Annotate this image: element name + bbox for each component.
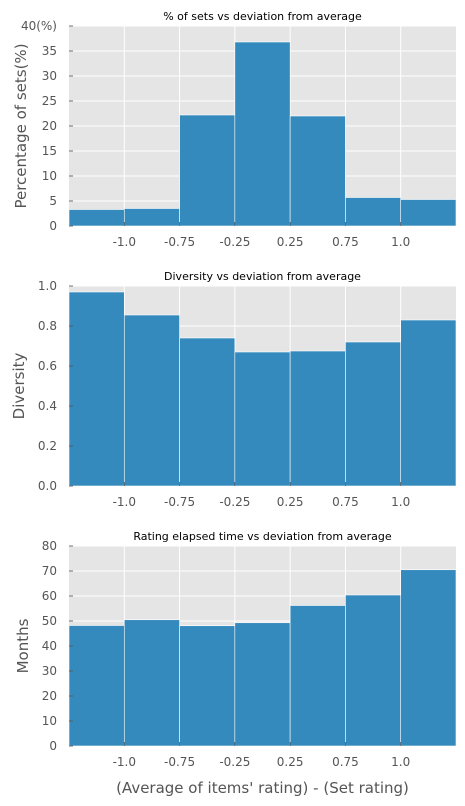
bar: [289, 350, 346, 487]
chart-panel-1: 0 5 10 15 20 25 30 35 40(%) -1.0 -0.75 -0.25 0.25 0.7…: [12, 10, 457, 249]
y-tick-label: 0: [49, 739, 57, 753]
chart-title: Diversity vs deviation from average: [164, 270, 361, 283]
x-tick-label: 0.75: [332, 235, 359, 249]
y-tick-label: 0.4: [38, 399, 57, 413]
y-tick-label: 50: [42, 614, 57, 628]
bar: [400, 199, 457, 227]
bar: [345, 341, 402, 487]
y-tick-label: 20: [42, 119, 57, 133]
y-tick-label: 30: [42, 69, 57, 83]
x-tick-label: -0.75: [164, 755, 195, 769]
y-tick-label: 0.6: [38, 359, 57, 373]
bar: [123, 208, 180, 227]
x-tick-label: 0.25: [277, 755, 304, 769]
y-tick-label: 10: [42, 169, 57, 183]
x-tick-label: -0.75: [164, 495, 195, 509]
y-tick-label: 0.2: [38, 439, 57, 453]
x-tick-label: 0.75: [332, 755, 359, 769]
y-tick-label: 40(%): [21, 19, 57, 33]
y-tick-label: 1.0: [38, 279, 57, 293]
bar: [234, 622, 291, 747]
bar: [68, 291, 125, 487]
y-tick-label: 35: [42, 44, 57, 58]
y-tick-label: 25: [42, 94, 57, 108]
bar: [345, 197, 402, 227]
bar: [400, 569, 457, 747]
y-tick-label: 70: [42, 564, 57, 578]
chart-title: % of sets vs deviation from average: [163, 10, 362, 23]
x-tick-label: 1.0: [391, 755, 410, 769]
x-tick-label: -0.25: [219, 495, 250, 509]
y-tick-label: 0: [49, 219, 57, 233]
y-tick-label: 40: [42, 639, 57, 653]
x-tick-label: -1.0: [113, 495, 136, 509]
bar: [289, 605, 346, 747]
y-tick-label: 5: [49, 194, 57, 208]
chart-panel-2: 0.0 0.2 0.4 0.6 0.8 1.0 -1.0 -0.75 -0.25 0.25 0.75…: [10, 270, 457, 509]
chart-panel-3: 0 10 20 30 40 50 60 70 80 -1.0 -0.75 -0.25 0.25 0.75 1…: [14, 530, 457, 797]
x-tick-label: -0.75: [164, 235, 195, 249]
x-tick-label: -0.25: [219, 235, 250, 249]
bar: [123, 619, 180, 747]
bar: [179, 337, 236, 487]
y-tick-label: 30: [42, 664, 57, 678]
bar: [234, 351, 291, 487]
y-tick-label: 10: [42, 714, 57, 728]
x-tick-label: 1.0: [391, 235, 410, 249]
y-tick-label: 80: [42, 539, 57, 553]
y-tick-label: 15: [42, 144, 57, 158]
bar: [179, 114, 236, 227]
bar: [289, 115, 346, 227]
x-tick-label: 0.25: [277, 495, 304, 509]
x-axis-label: (Average of items' rating) - (Set rating…: [116, 779, 409, 797]
y-tick-label: 20: [42, 689, 57, 703]
bar: [400, 319, 457, 487]
y-axis-label: Months: [14, 618, 32, 673]
y-axis-label: Diversity: [10, 353, 28, 420]
x-tick-label: 1.0: [391, 495, 410, 509]
bar: [68, 209, 125, 227]
chart-title: Rating elapsed time vs deviation from av…: [133, 530, 392, 543]
x-tick-label: -0.25: [219, 755, 250, 769]
x-tick-label: 0.25: [277, 235, 304, 249]
bar: [179, 625, 236, 747]
y-tick-label: 0.0: [38, 479, 57, 493]
bar: [123, 314, 180, 487]
bar: [234, 41, 291, 227]
x-tick-label: 0.75: [332, 495, 359, 509]
y-tick-label: 60: [42, 589, 57, 603]
x-tick-label: -1.0: [113, 755, 136, 769]
y-axis-label: Percentage of sets(%): [12, 43, 30, 208]
y-tick-label: 0.8: [38, 319, 57, 333]
x-tick-label: -1.0: [113, 235, 136, 249]
bar: [68, 625, 125, 747]
bar: [345, 594, 402, 747]
